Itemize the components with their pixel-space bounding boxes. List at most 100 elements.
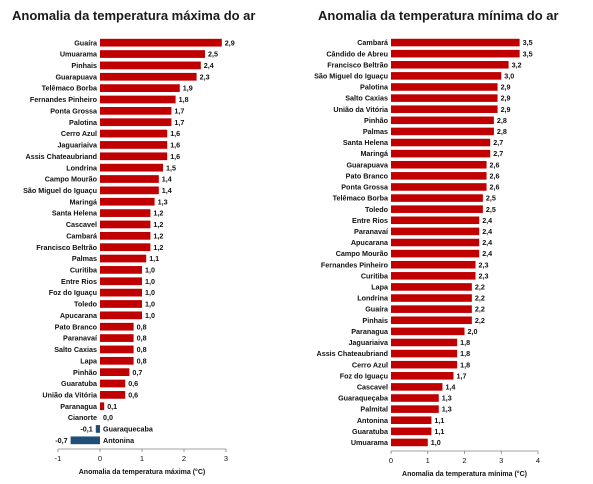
category-label: Salto Caxias — [345, 94, 388, 103]
bar — [391, 327, 465, 336]
bar — [100, 129, 168, 138]
bar — [391, 160, 487, 169]
category-label: Guaíra — [365, 305, 389, 314]
x-tick-label: 2 — [182, 454, 186, 463]
bar — [100, 379, 126, 388]
data-label: 2,6 — [490, 171, 500, 180]
bar — [391, 349, 458, 358]
category-label: Cerro Azul — [61, 129, 97, 138]
category-label: Curitiba — [361, 271, 389, 280]
category-label: Guaraqueçaba — [338, 394, 389, 403]
data-label: 0,8 — [137, 334, 147, 343]
bar — [391, 172, 487, 180]
category-label: Assis Chateaubriand — [317, 349, 389, 358]
bar — [100, 95, 176, 104]
data-label: -0,7 — [55, 436, 67, 445]
bar — [95, 425, 100, 433]
data-label: 1,8 — [179, 95, 189, 104]
category-label: Santa Helena — [52, 209, 98, 218]
category-label: Pato Branco — [55, 322, 98, 331]
bar — [391, 138, 491, 147]
bar — [100, 118, 172, 127]
data-label: 2,0 — [468, 327, 478, 336]
category-label: Palmital — [360, 405, 388, 414]
bar — [100, 334, 134, 342]
bar — [391, 438, 428, 447]
bar — [100, 311, 142, 320]
data-label: 0,1 — [107, 402, 117, 411]
category-label: Maringá — [69, 197, 98, 206]
data-label: -0,1 — [80, 425, 92, 434]
x-tick-label: 3 — [224, 454, 228, 463]
data-label: 1,7 — [174, 118, 184, 127]
bar — [391, 305, 472, 313]
bar — [391, 316, 472, 325]
bar — [391, 360, 458, 369]
bar — [100, 163, 163, 172]
data-label: 0,6 — [128, 390, 138, 399]
category-label: Maringá — [360, 149, 389, 158]
category-label: São Miguel do Iguaçu — [314, 71, 388, 80]
data-label: 1,3 — [442, 394, 452, 403]
category-label: Londrina — [66, 163, 98, 172]
chart-title-min: Anomalia da temperatura mínima do ar — [318, 8, 559, 23]
bar — [100, 254, 147, 263]
data-label: 2,5 — [486, 194, 496, 203]
category-label: Assis Chateaubriand — [26, 152, 98, 161]
data-label: 2,8 — [497, 116, 507, 125]
bar — [391, 338, 458, 347]
category-label: Guaratuba — [61, 379, 98, 388]
x-tick-label: 4 — [536, 456, 540, 465]
category-label: Ponta Grossa — [50, 106, 98, 115]
bar — [391, 260, 476, 269]
x-tick-label: 1 — [140, 454, 144, 463]
category-label: Paranagua — [351, 327, 389, 336]
data-label: 2,5 — [208, 50, 218, 59]
data-label: 1,1 — [434, 427, 444, 436]
data-label: 1,6 — [170, 141, 180, 150]
category-label: Cambará — [66, 231, 98, 240]
category-label: Francisco Beltrão — [36, 243, 97, 252]
x-tick-label: 2 — [462, 456, 466, 465]
data-label: 2,4 — [482, 238, 492, 247]
data-label: 1,1 — [149, 254, 159, 263]
category-label: Cerro Azul — [352, 360, 388, 369]
category-label: Curitiba — [70, 266, 98, 275]
bar — [100, 288, 142, 297]
category-label: Campo Mourão — [336, 249, 389, 258]
data-label: 2,9 — [501, 94, 511, 103]
category-label: Pato Branco — [346, 171, 389, 180]
category-label: Fernandes Pinheiro — [321, 260, 389, 269]
chart-min-svg: Cambará 3,5 Cândido de Abreu 3,5 Francisco B… — [314, 38, 540, 478]
data-label: 2,7 — [493, 149, 503, 158]
bar — [391, 416, 432, 425]
x-tick-label: 0 — [389, 456, 393, 465]
data-label: 2,4 — [482, 249, 492, 258]
category-label: Telêmaco Borba — [333, 194, 389, 203]
bar — [100, 197, 155, 206]
bar — [391, 249, 480, 258]
bar — [391, 127, 494, 136]
data-label: 1,8 — [460, 338, 470, 347]
x-axis-title: Anomalia da temperatura mínima (°C) — [402, 470, 527, 478]
data-label: 1,9 — [183, 84, 193, 93]
chart-title-max: Anomalia da temperatura máxima do ar — [12, 8, 256, 23]
data-label: 1,0 — [145, 277, 155, 286]
category-label: União da Vitória — [42, 390, 98, 399]
category-label: Foz do Iguaçu — [49, 288, 97, 297]
data-label: 2,4 — [482, 216, 492, 225]
x-tick-label: 3 — [499, 456, 503, 465]
bar — [391, 394, 439, 402]
data-label: 1,3 — [158, 197, 168, 206]
bar — [391, 227, 480, 236]
category-label: Antonina — [103, 436, 135, 445]
bar — [391, 72, 502, 80]
chart-max-svg: Guaíra 2,9 Umuarama 2,5 Pinhais 2,4 Guarapuava… — [23, 38, 235, 476]
data-label: 0,8 — [137, 322, 147, 331]
category-label: Guaratuba — [352, 427, 389, 436]
bar — [100, 356, 134, 365]
category-label: Salto Caxias — [54, 345, 97, 354]
category-label: Entre Rios — [61, 277, 97, 286]
category-label: Apucarana — [60, 311, 98, 320]
data-label: 1,4 — [162, 186, 172, 195]
